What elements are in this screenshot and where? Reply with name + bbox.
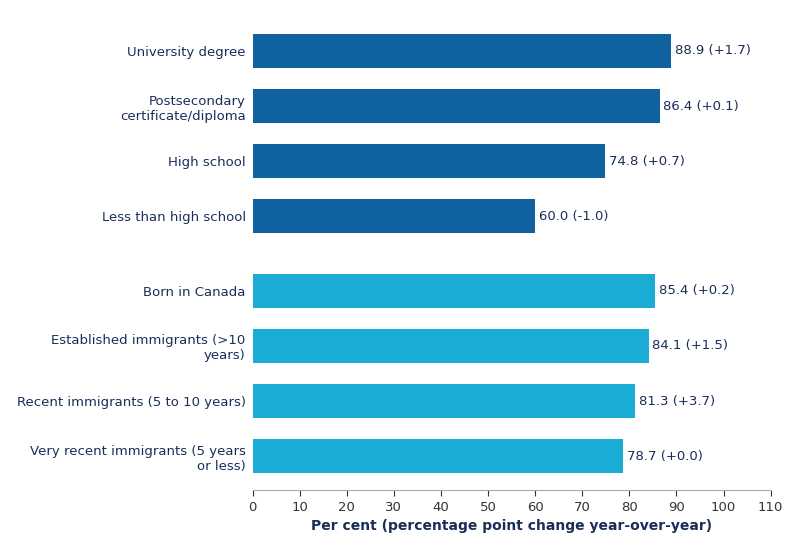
Bar [253, 89, 659, 123]
Text: 78.7 (+0.0): 78.7 (+0.0) [627, 450, 703, 463]
Text: 60.0 (-1.0): 60.0 (-1.0) [539, 210, 609, 223]
Bar [253, 144, 605, 178]
Bar [253, 199, 535, 233]
X-axis label: Per cent (percentage point change year-over-year): Per cent (percentage point change year-o… [311, 519, 712, 534]
Bar [253, 274, 654, 308]
Text: 74.8 (+0.7): 74.8 (+0.7) [609, 155, 685, 168]
Bar [253, 439, 623, 473]
Text: 86.4 (+0.1): 86.4 (+0.1) [663, 100, 739, 113]
Bar [253, 34, 671, 68]
Bar [253, 329, 649, 363]
Text: 84.1 (+1.5): 84.1 (+1.5) [653, 339, 729, 353]
Text: 88.9 (+1.7): 88.9 (+1.7) [675, 45, 751, 57]
Bar [253, 384, 635, 418]
Text: 81.3 (+3.7): 81.3 (+3.7) [639, 394, 715, 408]
Text: 85.4 (+0.2): 85.4 (+0.2) [658, 284, 734, 297]
